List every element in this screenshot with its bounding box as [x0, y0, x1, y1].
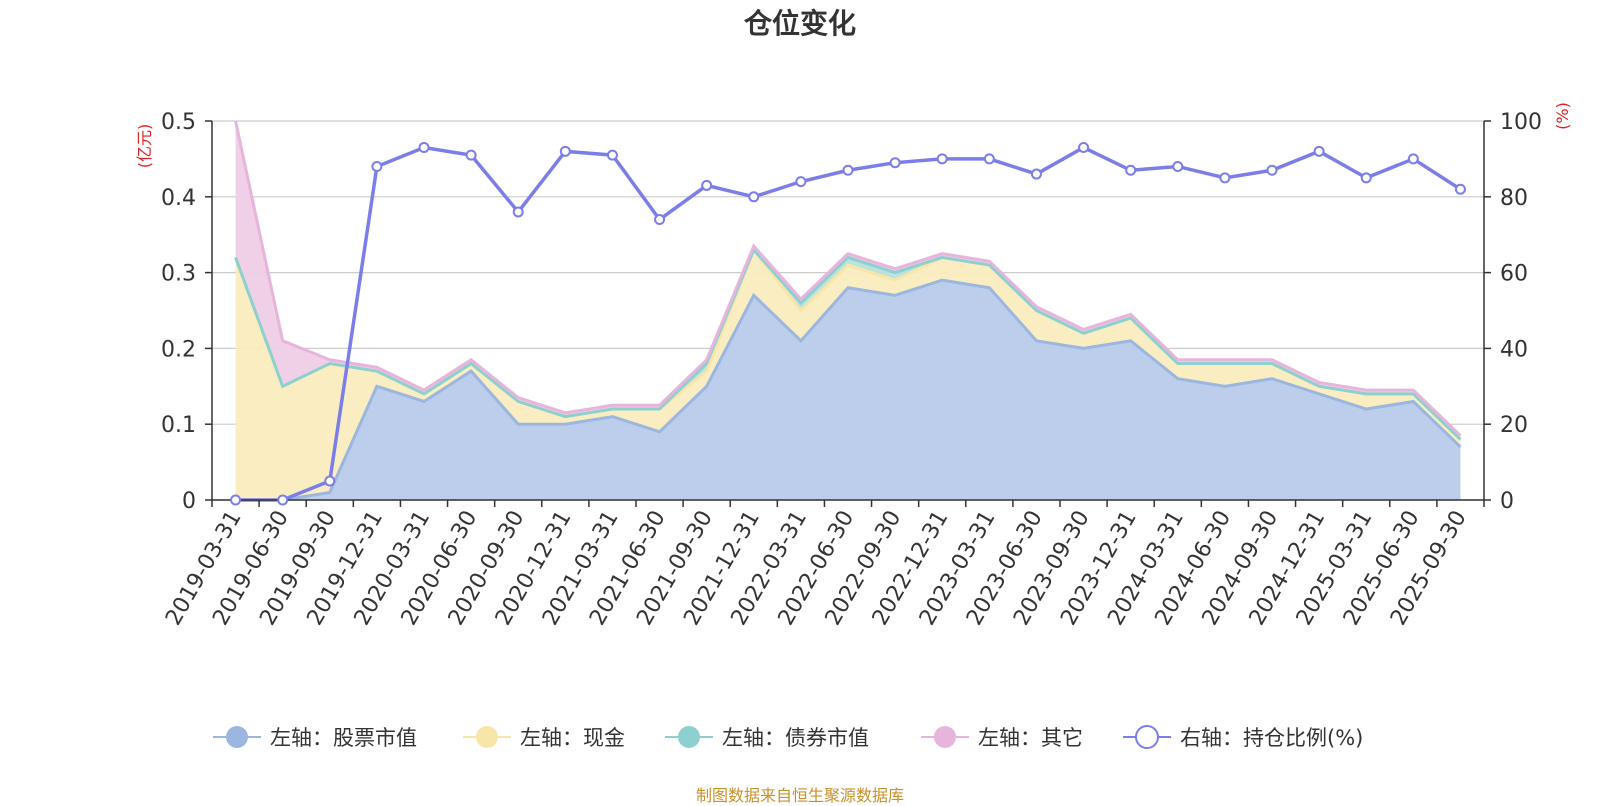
legend-label: 右轴：持仓比例(%) [1180, 726, 1364, 750]
y-right-axis-label: (%) [1553, 102, 1572, 130]
legend-label: 左轴：股票市值 [270, 726, 417, 750]
chart-title: 仓位变化 [743, 7, 856, 40]
ratio-point [371, 160, 383, 172]
ratio-point [277, 494, 289, 506]
y-left-tick-label: 0 [182, 489, 196, 514]
legend-item[interactable]: 左轴：现金 [462, 722, 625, 752]
ratio-point [324, 475, 336, 487]
ratio-point [701, 179, 713, 191]
ratio-point [1454, 183, 1466, 195]
ratio-point [983, 153, 995, 165]
legend-label: 左轴：债券市值 [722, 726, 869, 750]
y-left-tick-label: 0.3 [161, 262, 196, 287]
y-right-tick-label: 60 [1500, 262, 1528, 287]
area-fill [235, 280, 1461, 500]
data-source-note: 制图数据来自恒生聚源数据库 [695, 786, 904, 805]
y-right-tick-label: 80 [1500, 186, 1528, 211]
area-series [235, 121, 1461, 500]
ratio-point [1219, 172, 1231, 184]
y-right-tick-label: 0 [1500, 489, 1514, 514]
ratio-point [795, 176, 807, 188]
ratio-point [748, 191, 760, 203]
legend-item[interactable]: 左轴：债券市值 [664, 722, 869, 752]
line-series [234, 120, 1462, 502]
legend-marker-icon [665, 726, 713, 748]
ratio-point [1313, 145, 1325, 157]
y-left-tick-label: 0.4 [161, 186, 196, 211]
y-left-tick-label: 0.5 [161, 110, 196, 135]
legend-item[interactable]: 左轴：其它 [920, 722, 1083, 752]
legend-label: 左轴：现金 [520, 726, 625, 750]
ratio-point [1266, 164, 1278, 176]
line-points [230, 142, 1466, 506]
ratio-point [418, 142, 430, 154]
ratio-point [889, 157, 901, 169]
ratio-point [1172, 160, 1184, 172]
ratio-point [465, 149, 477, 161]
legend-marker-icon [463, 726, 511, 748]
y-left-axis-label: (亿元) [135, 124, 154, 169]
ratio-point [230, 494, 242, 506]
y-right-tick-label: 40 [1500, 337, 1528, 362]
area-top-line [234, 120, 1462, 437]
ratio-point [1125, 164, 1137, 176]
legend-marker-icon [1123, 725, 1171, 749]
ratio-point [936, 153, 948, 165]
ratio-point [1360, 172, 1372, 184]
y-left-tick-label: 0.1 [161, 413, 196, 438]
legend-item[interactable]: 左轴：股票市值 [212, 722, 417, 752]
y-right-tick-label: 20 [1500, 413, 1528, 438]
ratio-point [1030, 168, 1042, 180]
legend: 左轴：股票市值 左轴：现金 左轴：债券市值 左轴：其它 右轴：持仓比例(%) [0, 722, 1600, 752]
y-right-tick-label: 100 [1500, 110, 1542, 135]
ratio-point [606, 149, 618, 161]
area-top-line [234, 247, 1462, 441]
legend-item[interactable]: 右轴：持仓比例(%) [1122, 722, 1363, 752]
legend-label: 左轴：其它 [978, 726, 1083, 750]
ratio-point [654, 214, 666, 226]
ratio-point [512, 206, 524, 218]
area-top-line [235, 278, 1462, 502]
ratio-point [842, 164, 854, 176]
ratio-point [559, 145, 571, 157]
ratio-point [1407, 153, 1419, 165]
legend-marker-icon [921, 726, 969, 748]
ratio-point [1078, 142, 1090, 154]
legend-marker-icon [213, 726, 261, 748]
area-fill [235, 249, 1461, 500]
y-left-tick-label: 0.2 [161, 337, 196, 362]
